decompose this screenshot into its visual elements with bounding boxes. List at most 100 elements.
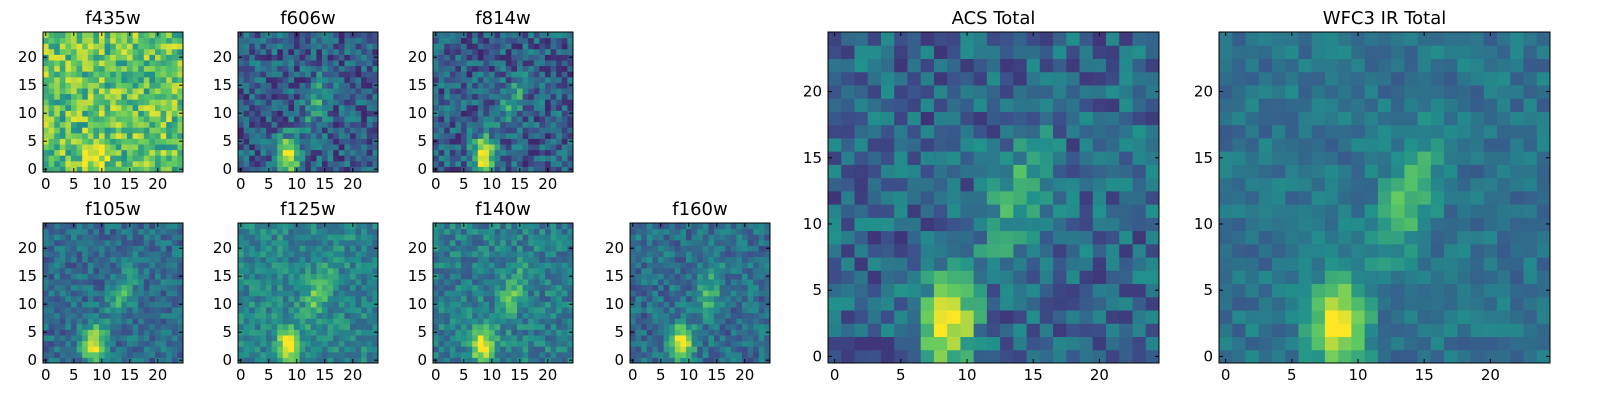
heatmap-cell xyxy=(271,132,278,139)
heatmap-cell xyxy=(87,312,94,319)
heatmap-cell xyxy=(355,71,362,78)
heatmap-cell xyxy=(500,262,507,269)
heatmap-cell xyxy=(322,99,329,106)
heatmap-cell xyxy=(71,228,78,235)
heatmap-cell xyxy=(260,155,267,162)
heatmap-cell xyxy=(433,323,440,330)
heatmap-cell xyxy=(82,245,89,252)
heatmap-cell xyxy=(522,335,529,342)
heatmap-cell xyxy=(288,223,295,230)
heatmap-cell xyxy=(132,245,139,252)
heatmap-cell xyxy=(433,239,440,246)
heatmap-cell xyxy=(880,151,895,165)
heatmap-cell xyxy=(730,273,737,280)
heatmap-cell xyxy=(149,301,156,308)
heatmap-cell xyxy=(82,116,89,123)
heatmap-cell xyxy=(260,54,267,61)
heatmap-cells xyxy=(630,223,771,364)
heatmap-cell xyxy=(500,329,507,336)
heatmap-cell xyxy=(466,88,473,95)
heatmap-cell xyxy=(550,160,557,167)
heatmap-cell xyxy=(674,228,681,235)
heatmap-cell xyxy=(433,160,440,167)
heatmap-cell xyxy=(338,279,345,286)
heatmap-cell xyxy=(449,262,456,269)
heatmap-cell xyxy=(466,104,473,111)
heatmap-cell xyxy=(528,346,535,353)
heatmap-cell xyxy=(355,155,362,162)
heatmap-cell xyxy=(310,340,317,347)
heatmap-cell xyxy=(736,318,743,325)
heatmap-cell xyxy=(350,351,357,358)
heatmap-cell xyxy=(282,166,289,173)
heatmap-cell xyxy=(48,267,55,274)
heatmap-cell xyxy=(361,234,368,241)
heatmap-cell xyxy=(65,160,72,167)
heatmap-cell xyxy=(867,204,882,218)
heatmap-cell xyxy=(166,166,173,173)
heatmap-cell xyxy=(138,93,145,100)
heatmap-cell xyxy=(350,121,357,128)
heatmap-cell xyxy=(828,336,842,351)
heatmap-cell xyxy=(132,329,139,336)
heatmap-cell xyxy=(155,155,162,162)
heatmap-cell xyxy=(43,65,50,72)
heatmap-cell xyxy=(177,121,184,128)
heatmap-cell xyxy=(494,340,501,347)
heatmap-cell xyxy=(372,234,379,241)
heatmap-cell xyxy=(517,93,524,100)
heatmap-cell xyxy=(455,346,462,353)
heatmap-cell xyxy=(299,290,306,297)
heatmap-cell xyxy=(344,267,351,274)
heatmap-cell xyxy=(243,284,250,291)
heatmap-cell xyxy=(333,116,340,123)
heatmap-cell xyxy=(522,256,529,263)
heatmap-cell xyxy=(277,32,284,39)
heatmap-cell xyxy=(59,256,66,263)
heatmap-cell xyxy=(539,132,546,139)
heatmap-cell xyxy=(702,301,709,308)
heatmap-cell xyxy=(947,230,961,245)
heatmap-cell xyxy=(310,160,317,167)
heatmap-cell xyxy=(483,149,490,156)
heatmap-cell xyxy=(753,273,760,280)
heatmap-cell xyxy=(155,104,162,111)
heatmap-cell xyxy=(271,357,278,364)
heatmap-cell xyxy=(455,228,462,235)
heatmap-cell xyxy=(533,71,540,78)
heatmap-cell xyxy=(327,256,334,263)
heatmap-cell xyxy=(517,351,524,358)
heatmap-cell xyxy=(907,204,922,218)
heatmap-cell xyxy=(652,228,659,235)
heatmap-cell xyxy=(880,310,895,324)
heatmap-cell xyxy=(327,110,334,117)
heatmap-cell xyxy=(455,76,462,83)
heatmap-cell xyxy=(127,88,134,95)
heatmap-cell xyxy=(449,65,456,72)
heatmap-cell xyxy=(59,93,66,100)
heatmap-cell xyxy=(556,32,563,39)
heatmap-cell xyxy=(327,284,334,291)
heatmap-cell xyxy=(646,351,653,358)
heatmap-cell xyxy=(305,279,312,286)
heatmap-cell xyxy=(511,54,518,61)
heatmap-cell xyxy=(344,32,351,39)
heatmap-cell xyxy=(138,60,145,67)
heatmap-cell xyxy=(54,37,61,44)
heatmap-cell xyxy=(322,110,329,117)
heatmap-cell xyxy=(65,104,72,111)
y-tick-label: 10 xyxy=(213,104,232,122)
heatmap-cell xyxy=(166,144,173,151)
heatmap-cell xyxy=(742,256,749,263)
heatmap-cell xyxy=(333,301,340,308)
heatmap-cell xyxy=(920,349,935,364)
heatmap-cell xyxy=(646,284,653,291)
heatmap-cell xyxy=(1106,204,1120,218)
heatmap-cell xyxy=(316,37,323,44)
heatmap-cell xyxy=(166,234,173,241)
heatmap-cell xyxy=(517,245,524,252)
heatmap-cell xyxy=(288,93,295,100)
heatmap-cell xyxy=(505,32,512,39)
heatmap-cell xyxy=(438,104,445,111)
heatmap-cell xyxy=(753,262,760,269)
